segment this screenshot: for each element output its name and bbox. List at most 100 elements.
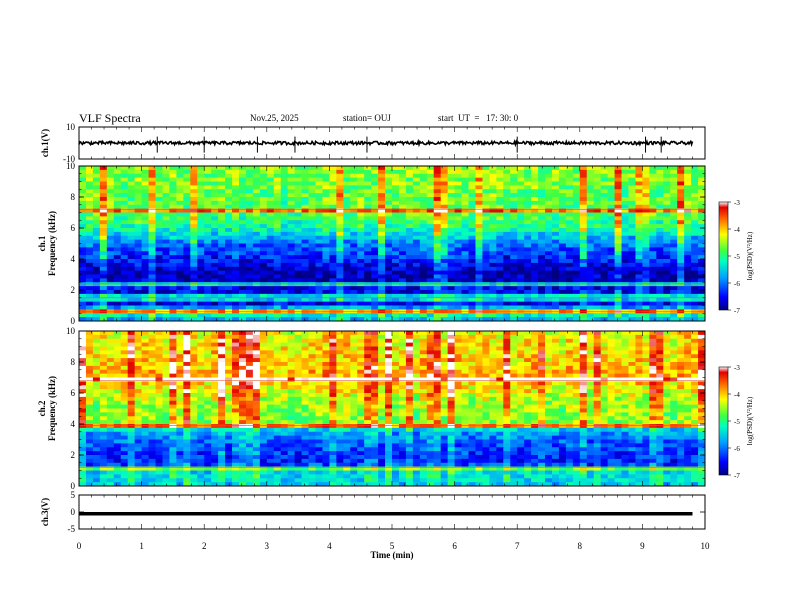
- spectrogram-cell: [357, 358, 365, 363]
- spectrogram-cell: [294, 228, 302, 233]
- spectrogram-cell: [92, 166, 101, 171]
- spectrogram-cell: [496, 377, 504, 382]
- spectrogram-cell: [79, 334, 87, 340]
- spectrogram-cell: [176, 331, 184, 336]
- spectrogram-cell: [85, 278, 94, 283]
- spectrogram-cell: [461, 173, 469, 179]
- spectrogram-cell: [691, 346, 699, 351]
- spectrogram-cell: [294, 169, 302, 175]
- spectrogram-cell: [440, 169, 449, 175]
- spectrogram-cell: [343, 362, 351, 367]
- spectrogram-cell: [482, 373, 490, 378]
- spectrogram-cell: [155, 373, 163, 378]
- spectrogram-cell: [461, 181, 469, 186]
- spectrogram-cell: [252, 286, 261, 291]
- spectrogram-cell: [538, 331, 546, 336]
- spectrogram-cell: [419, 166, 428, 171]
- spectrogram-cell: [113, 197, 122, 202]
- spectrogram-cell: [294, 212, 302, 217]
- spectrogram-cell: [99, 235, 108, 241]
- spectrogram-cell: [496, 346, 504, 351]
- spectrogram-cell: [329, 185, 337, 190]
- spectrogram-cell: [294, 334, 302, 340]
- spectrogram-cell: [245, 286, 254, 291]
- spectrogram-cell: [510, 181, 518, 186]
- spectrogram-cell: [551, 239, 560, 244]
- spectrogram-cell: [120, 305, 129, 310]
- spectrogram-cell: [670, 185, 678, 190]
- spectrogram-cell: [336, 189, 344, 194]
- spectrogram-cell: [127, 286, 136, 291]
- spectrogram-cell: [670, 338, 678, 344]
- spectrogram-cell: [322, 212, 330, 217]
- spectrogram-cell: [698, 197, 706, 202]
- spectrogram-cell: [607, 231, 615, 237]
- spectrogram-cell: [565, 365, 574, 371]
- spectrogram-cell: [190, 278, 198, 283]
- spectrogram-cell: [691, 197, 699, 202]
- spectrogram-cell: [621, 354, 629, 359]
- spectrogram-cell: [273, 224, 282, 229]
- spectrogram-cell: [106, 193, 115, 198]
- spectrogram-cell: [148, 358, 156, 363]
- spectrogram-cell: [663, 346, 671, 351]
- spectrogram-cell: [419, 369, 428, 375]
- spectrogram-cell: [586, 313, 595, 318]
- spectrogram-cell: [252, 166, 261, 171]
- spectrogram-cell: [385, 373, 393, 378]
- spectrogram-cell: [635, 204, 643, 210]
- spectrogram-cell: [454, 208, 462, 213]
- spectrogram-cell: [551, 216, 560, 221]
- spectrogram-cell: [315, 197, 323, 202]
- spectrogram-cell: [558, 385, 567, 390]
- spectrogram-cell: [656, 377, 664, 382]
- spectrogram-cell: [218, 274, 226, 279]
- spectrogram-cell: [607, 166, 615, 171]
- spectrogram-cell: [218, 216, 226, 221]
- spectrogram-cell: [398, 373, 407, 378]
- spectrogram-cell: [350, 350, 358, 355]
- spectrogram-cell: [621, 313, 629, 318]
- spectrogram-cell: [322, 231, 330, 237]
- spectrogram-cell: [176, 313, 184, 318]
- spectrogram-cell: [531, 243, 539, 248]
- spectrogram-cell: [545, 290, 553, 295]
- spectrogram-cell: [245, 377, 254, 382]
- spectrogram-cell: [565, 212, 574, 217]
- spectrogram-cell: [141, 389, 149, 394]
- spectrogram-cell: [510, 342, 518, 347]
- spectrogram-cell: [106, 290, 115, 295]
- spectrogram-cell: [211, 278, 219, 283]
- spectrogram-cell: [565, 251, 574, 256]
- spectrogram-cell: [252, 350, 261, 355]
- spectrogram-cell: [259, 297, 268, 303]
- spectrogram-cell: [162, 239, 170, 244]
- spectrogram-cell: [378, 350, 386, 355]
- spectrogram-cell: [169, 197, 177, 202]
- spectrogram-cell: [315, 247, 323, 252]
- spectrogram-cell: [315, 373, 323, 378]
- spectrogram-cell: [134, 293, 142, 299]
- spectrogram-cell: [475, 317, 483, 322]
- spectrogram-cell: [183, 251, 191, 256]
- spectrogram-cell: [628, 239, 636, 244]
- spectrogram-cell: [197, 169, 205, 175]
- spectrogram-cell: [551, 270, 560, 275]
- spectrogram-cell: [280, 200, 289, 206]
- spectrogram-cell: [670, 358, 678, 363]
- spectrogram-cell: [113, 189, 122, 194]
- spectrogram-cell: [190, 228, 198, 233]
- spectrogram-cell: [225, 270, 233, 275]
- spectrogram-cell: [343, 350, 351, 355]
- spectrogram-cell: [197, 181, 205, 186]
- spectrogram-cell: [663, 231, 671, 237]
- spectrogram-cell: [148, 338, 156, 344]
- spectrogram-cell: [176, 290, 184, 295]
- spectrogram-cell: [579, 342, 588, 347]
- spectrogram-cell: [92, 282, 101, 287]
- spectrogram-cell: [287, 255, 296, 260]
- spectrogram-cell: [225, 166, 233, 171]
- spectrogram-cell: [350, 251, 358, 256]
- spectrogram-cell: [586, 235, 595, 241]
- spectrogram-cell: [503, 350, 511, 355]
